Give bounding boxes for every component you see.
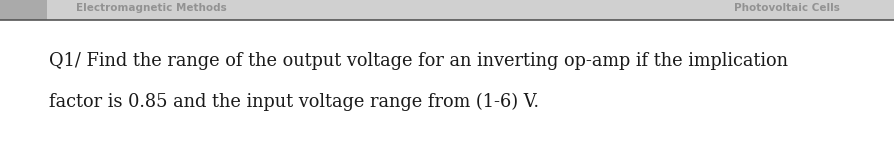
FancyBboxPatch shape <box>0 0 894 20</box>
Text: Photovoltaic Cells: Photovoltaic Cells <box>733 3 839 13</box>
Text: Q1/ Find the range of the output voltage for an inverting op-amp if the implicat: Q1/ Find the range of the output voltage… <box>49 52 788 70</box>
FancyBboxPatch shape <box>0 0 46 20</box>
Text: factor is 0.85 and the input voltage range from (1-6) V.: factor is 0.85 and the input voltage ran… <box>49 92 538 111</box>
Text: Electromagnetic Methods: Electromagnetic Methods <box>76 3 226 13</box>
